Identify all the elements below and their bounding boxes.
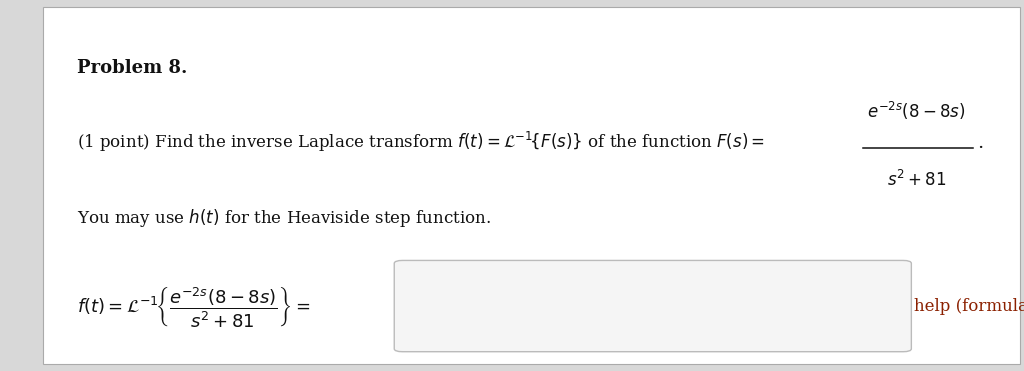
Text: .: . — [977, 134, 983, 152]
FancyBboxPatch shape — [43, 7, 1020, 364]
Text: $e^{-2s}(8 - 8s)$: $e^{-2s}(8 - 8s)$ — [867, 100, 966, 122]
FancyBboxPatch shape — [394, 260, 911, 352]
Text: $f(t) = \mathcal{L}^{-1}\!\left\{\dfrac{e^{-2s}(8 - 8s)}{s^2 + 81}\right\} =$: $f(t) = \mathcal{L}^{-1}\!\left\{\dfrac{… — [77, 283, 310, 329]
Text: You may use $h(t)$ for the Heaviside step function.: You may use $h(t)$ for the Heaviside ste… — [77, 207, 490, 229]
Text: help (formulas): help (formulas) — [914, 298, 1024, 315]
Text: (1 point) Find the inverse Laplace transform $f(t) = \mathcal{L}^{-1}\!\left\{F(: (1 point) Find the inverse Laplace trans… — [77, 130, 765, 154]
Text: Problem 8.: Problem 8. — [77, 59, 187, 78]
Text: $s^2 + 81$: $s^2 + 81$ — [887, 170, 946, 190]
